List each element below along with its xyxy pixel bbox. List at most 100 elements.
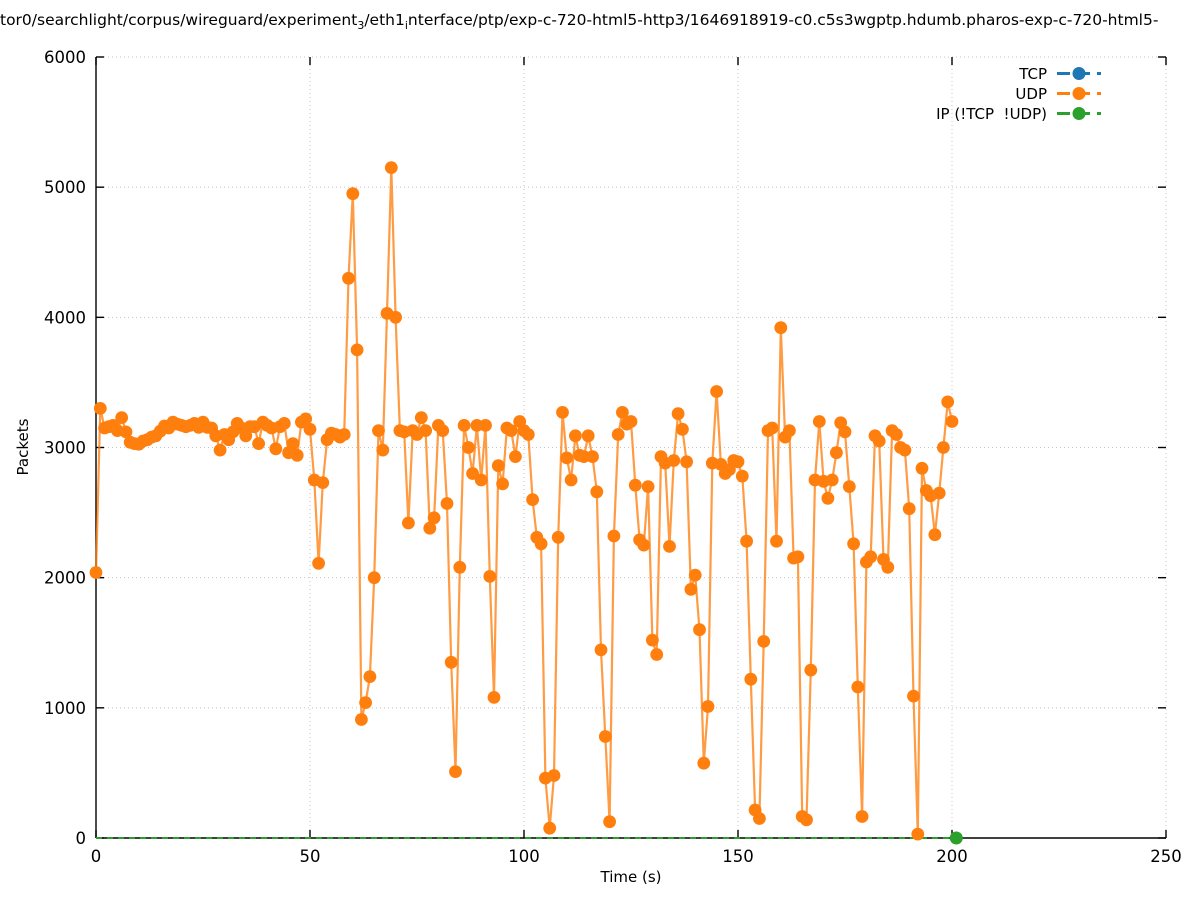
- chart-title-mid: /eth1: [364, 11, 405, 29]
- x-axis-label: Time (s): [600, 868, 662, 886]
- udp-series-point: [607, 529, 621, 543]
- udp-series-point: [830, 446, 843, 460]
- udp-series-point: [277, 417, 291, 430]
- udp-series-point: [504, 424, 518, 437]
- udp-series-point: [509, 450, 522, 463]
- udp-series-point: [676, 422, 689, 436]
- udp-series-point: [688, 568, 702, 582]
- udp-series-point: [611, 428, 625, 441]
- x-tick-label: 250: [1150, 847, 1182, 866]
- udp-series-point: [765, 421, 779, 435]
- udp-series-point: [337, 428, 351, 441]
- udp-series-point: [213, 443, 227, 457]
- udp-series-point: [693, 623, 706, 637]
- legend-sample-line-icon: [1057, 67, 1101, 80]
- chart-title-pre: tor0/searchlight/corpus/wireguard/experi…: [0, 11, 358, 29]
- udp-series-point: [680, 455, 693, 469]
- udp-series-point: [671, 407, 685, 421]
- chart-title-post: nterface/ptp/exp-c-720-html5-http3/16469…: [407, 11, 1159, 29]
- udp-series-point: [355, 713, 368, 726]
- udp-series-point: [252, 437, 265, 450]
- y-tick-label: 0: [76, 829, 87, 848]
- udp-series-point: [462, 441, 475, 454]
- udp-series-point: [115, 411, 129, 424]
- y-tick-label: 1000: [44, 699, 86, 718]
- udp-series-point: [474, 473, 488, 487]
- udp-series-point: [483, 570, 497, 583]
- udp-series-point: [372, 424, 385, 437]
- x-tick-label: 200: [936, 847, 968, 866]
- udp-series-point: [449, 765, 462, 778]
- udp-series-point: [286, 437, 300, 450]
- udp-series-point: [872, 434, 886, 448]
- udp-series-point: [735, 469, 749, 483]
- udp-series-point: [911, 827, 925, 841]
- udp-series-point: [491, 459, 505, 473]
- x-tick-label: 50: [300, 847, 321, 866]
- udp-series-point: [359, 696, 372, 709]
- udp-series-point: [616, 406, 629, 419]
- udp-series-point: [770, 534, 783, 548]
- udp-series-point: [821, 491, 835, 505]
- udp-series-point: [346, 187, 360, 201]
- chart-title-subi: i: [404, 19, 408, 33]
- udp-series-point: [526, 493, 539, 506]
- udp-series-point: [902, 502, 916, 516]
- udp-series-point: [342, 271, 355, 285]
- legend-label: UDP: [1015, 84, 1047, 103]
- udp-series-point: [598, 730, 612, 743]
- udp-series-point: [363, 670, 377, 683]
- udp-series-point: [479, 419, 492, 432]
- udp-series-point: [697, 756, 711, 770]
- udp-series-point: [521, 428, 535, 441]
- chart-title: tor0/searchlight/corpus/wireguard/experi…: [0, 11, 1197, 33]
- udp-series-point: [753, 812, 766, 825]
- udp-series-point: [800, 813, 813, 827]
- udp-series-point: [937, 441, 950, 454]
- udp-series-point: [444, 655, 458, 669]
- udp-series-point: [89, 566, 103, 579]
- udp-series-point: [907, 689, 920, 703]
- udp-series-point: [564, 473, 578, 487]
- udp-series-point: [774, 321, 788, 335]
- udp-series-point: [710, 385, 723, 398]
- udp-series-point: [367, 571, 381, 585]
- udp-series-point: [457, 419, 471, 432]
- udp-series-point: [376, 443, 390, 457]
- udp-series-point: [453, 560, 467, 574]
- udp-series-point: [269, 442, 283, 456]
- udp-series-point: [581, 429, 595, 443]
- udp-series-point: [427, 511, 441, 525]
- udp-series-point: [812, 415, 826, 428]
- udp-series-point: [855, 810, 869, 823]
- udp-series-point: [312, 556, 325, 570]
- udp-series-point: [641, 480, 655, 493]
- udp-series-point: [928, 528, 942, 542]
- udp-series-point: [534, 537, 548, 551]
- udp-series-point: [915, 461, 929, 475]
- udp-series-point: [637, 538, 651, 552]
- udp-series-point: [624, 415, 638, 428]
- legend-row-tcp: TCP: [936, 64, 1102, 83]
- udp-series-point: [419, 424, 432, 437]
- udp-series-point: [290, 448, 304, 462]
- udp-series-point: [646, 633, 659, 647]
- legend-row-udp: UDP: [936, 84, 1102, 103]
- udp-series-point: [628, 478, 642, 492]
- legend-sample-line-icon: [1057, 107, 1101, 120]
- y-tick-label: 5000: [44, 178, 86, 197]
- udp-series-point: [487, 691, 501, 704]
- udp-series-point: [414, 411, 428, 424]
- udp-series-point: [440, 497, 454, 510]
- udp-series-point: [569, 429, 582, 443]
- udp-series-point: [731, 455, 745, 469]
- udp-series-point: [496, 477, 509, 491]
- udp-series-point: [560, 451, 574, 465]
- udp-series-point: [851, 680, 865, 694]
- udp-series-point: [791, 550, 805, 564]
- udp-series-point: [881, 560, 895, 574]
- y-tick-label: 2000: [44, 569, 86, 588]
- x-tick-label: 150: [722, 847, 754, 866]
- udp-series-point: [804, 663, 818, 677]
